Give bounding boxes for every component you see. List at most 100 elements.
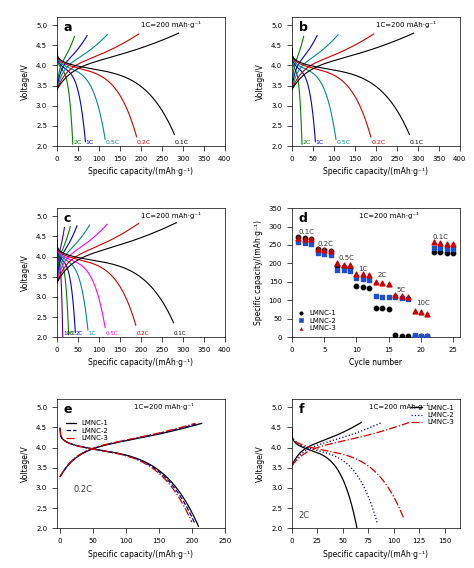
Point [430, 243, 438, 252]
Point [443, 239, 451, 248]
Text: 0.1C: 0.1C [174, 331, 186, 336]
Point [314, 249, 321, 258]
Text: 0.5C: 0.5C [338, 254, 354, 261]
LMNC-3 [58, 473, 64, 479]
Text: 1C=200 mAh·g⁻¹: 1C=200 mAh·g⁻¹ [141, 212, 201, 219]
Point [346, 266, 354, 275]
Point [359, 282, 367, 291]
Point [327, 250, 335, 259]
Line: LMNC-1: LMNC-1 [292, 423, 361, 466]
Line: LMNC-1: LMNC-1 [60, 423, 202, 477]
LMNC-2 [365, 425, 370, 432]
Point [308, 239, 315, 248]
LMNC-2 [370, 423, 376, 430]
Point [333, 262, 341, 271]
LMNC-1 [347, 425, 353, 432]
Point [379, 278, 386, 287]
LMNC-2 [58, 473, 64, 479]
LMNC-1 [142, 434, 147, 441]
Text: 1C=200 mAh·g⁻¹: 1C=200 mAh·g⁻¹ [376, 21, 436, 28]
Text: 1C=200 mAh·g⁻¹: 1C=200 mAh·g⁻¹ [359, 212, 419, 219]
Text: 1C=200 mAh·g⁻¹: 1C=200 mAh·g⁻¹ [141, 21, 201, 28]
Point [333, 265, 341, 274]
LMNC-3 [192, 420, 198, 427]
Text: d: d [299, 212, 308, 225]
LMNC-1 [330, 433, 336, 440]
LMNC-3 [359, 433, 365, 440]
Point [372, 277, 380, 286]
Point [320, 249, 328, 258]
LMNC-3 [290, 462, 295, 469]
Text: 0.2C: 0.2C [137, 140, 151, 145]
X-axis label: Cycle number: Cycle number [349, 358, 402, 367]
Text: 0.1C: 0.1C [410, 140, 424, 145]
Text: 1C: 1C [358, 266, 367, 272]
Point [372, 303, 380, 312]
LMNC-1 [289, 462, 295, 469]
Point [353, 269, 360, 278]
Legend: LMNC-1, LMNC-2, LMNC-3: LMNC-1, LMNC-2, LMNC-3 [409, 403, 456, 428]
Text: 1C: 1C [88, 331, 96, 336]
LMNC-1 [352, 423, 357, 430]
Point [398, 291, 405, 300]
Point [353, 274, 360, 283]
Point [392, 290, 399, 299]
LMNC-2 [182, 424, 188, 431]
Text: 0.2C: 0.2C [136, 331, 149, 336]
LMNC-1 [199, 420, 205, 427]
Text: 0.1C: 0.1C [433, 235, 449, 240]
Text: 0.2C: 0.2C [73, 485, 93, 494]
Point [353, 282, 360, 291]
Y-axis label: Voltage/V: Voltage/V [256, 63, 265, 100]
Point [379, 304, 386, 313]
Text: 5C: 5C [397, 287, 406, 293]
Text: 1C=200 mAh·g⁻¹: 1C=200 mAh·g⁻¹ [369, 403, 429, 410]
Line: LMNC-3: LMNC-3 [292, 423, 409, 466]
X-axis label: Specific capacity/(mAh·g⁻¹): Specific capacity/(mAh·g⁻¹) [323, 168, 428, 177]
Point [443, 244, 451, 253]
Point [417, 332, 425, 341]
Point [404, 332, 412, 341]
Legend: LMNC-1, LMNC-2, LMNC-3: LMNC-1, LMNC-2, LMNC-3 [64, 418, 111, 443]
Point [392, 331, 399, 340]
Point [449, 244, 457, 253]
Point [320, 245, 328, 254]
Text: 1C: 1C [316, 140, 324, 145]
Line: LMNC-2: LMNC-2 [292, 423, 382, 466]
Point [301, 238, 309, 247]
Point [327, 246, 335, 255]
LMNC-1 [331, 433, 337, 440]
LMNC-2 [342, 433, 348, 440]
Point [437, 244, 444, 253]
Text: 2C: 2C [299, 511, 310, 520]
Point [301, 233, 309, 243]
Text: 0.5C: 0.5C [337, 140, 350, 145]
LMNC-1 [141, 434, 147, 441]
Point [320, 245, 328, 254]
Point [392, 293, 399, 302]
LMNC-2 [57, 473, 63, 480]
X-axis label: Specific capacity/(mAh·g⁻¹): Specific capacity/(mAh·g⁻¹) [88, 549, 193, 558]
LMNC-3 [388, 425, 393, 432]
Line: LMNC-3: LMNC-3 [60, 423, 195, 477]
Point [365, 283, 373, 293]
Text: 10C: 10C [416, 300, 429, 306]
Point [340, 262, 347, 272]
LMNC-2 [196, 420, 201, 427]
Point [379, 292, 386, 301]
LMNC-1 [289, 462, 295, 469]
Point [417, 307, 425, 316]
Point [398, 331, 405, 340]
Point [314, 244, 321, 253]
LMNC-1 [58, 473, 64, 479]
Point [449, 249, 457, 258]
LMNC-1 [358, 419, 364, 426]
Point [359, 270, 367, 279]
Point [314, 245, 321, 254]
Text: a: a [64, 21, 72, 34]
Point [398, 294, 405, 303]
Text: 2C: 2C [302, 140, 311, 145]
Point [294, 233, 302, 242]
Point [327, 247, 335, 256]
LMNC-3 [57, 473, 63, 480]
